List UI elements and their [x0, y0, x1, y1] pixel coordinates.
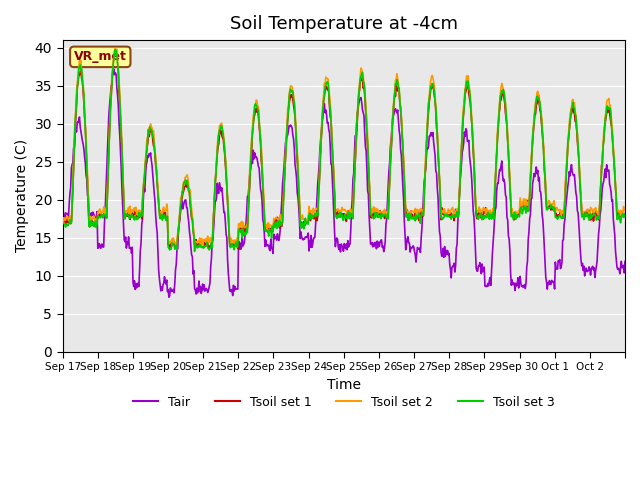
Y-axis label: Temperature (C): Temperature (C) [15, 139, 29, 252]
Legend: Tair, Tsoil set 1, Tsoil set 2, Tsoil set 3: Tair, Tsoil set 1, Tsoil set 2, Tsoil se… [127, 391, 560, 414]
X-axis label: Time: Time [327, 377, 361, 392]
Title: Soil Temperature at -4cm: Soil Temperature at -4cm [230, 15, 458, 33]
Text: VR_met: VR_met [74, 50, 127, 63]
